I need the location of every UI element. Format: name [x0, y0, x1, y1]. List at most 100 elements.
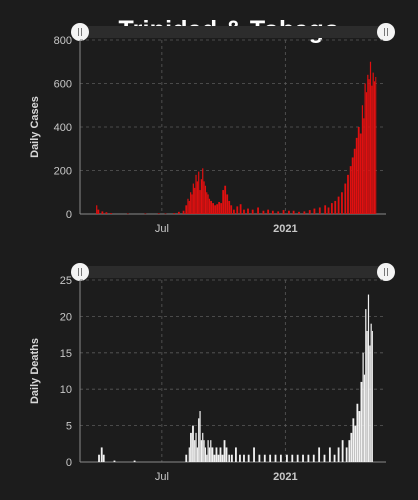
data-bar — [215, 447, 218, 462]
data-bar — [352, 418, 355, 462]
data-bar — [363, 118, 365, 214]
data-bar — [358, 411, 361, 462]
data-bar — [188, 447, 190, 462]
data-bar — [230, 454, 233, 462]
data-bar — [365, 92, 368, 214]
data-bar — [302, 454, 304, 462]
data-bar — [347, 174, 349, 214]
data-bar — [225, 447, 228, 462]
right-resize-handle — [377, 23, 395, 41]
data-bar — [191, 194, 193, 214]
data-bar — [247, 454, 250, 462]
data-bar — [212, 203, 215, 214]
data-bar — [291, 454, 294, 462]
data-bar — [199, 411, 201, 462]
data-bar — [188, 200, 190, 214]
panel-toolbar-strip — [72, 266, 394, 278]
data-bar — [257, 207, 259, 214]
data-bar — [263, 454, 266, 462]
x-tick-label: Jul — [155, 223, 169, 235]
data-bar — [271, 210, 274, 214]
data-bar — [292, 210, 295, 214]
data-bar — [228, 200, 231, 214]
data-bar — [98, 454, 100, 462]
data-bar — [207, 194, 209, 214]
data-bar — [318, 447, 321, 462]
data-bar — [361, 105, 364, 214]
data-bar — [344, 183, 347, 214]
left-resize-handle — [71, 263, 89, 281]
data-bar — [365, 309, 367, 462]
data-bar — [185, 454, 188, 462]
data-bar — [214, 205, 217, 214]
y-tick-label: 0 — [66, 209, 72, 221]
data-bar — [102, 454, 105, 462]
data-bar — [204, 447, 207, 462]
right-resize-handle — [377, 263, 395, 281]
data-bar — [307, 454, 310, 462]
data-bar — [313, 208, 316, 214]
data-bar — [368, 79, 370, 215]
data-bar — [206, 192, 208, 214]
data-bar — [228, 454, 231, 462]
data-bar — [210, 440, 212, 462]
data-bar — [337, 447, 340, 462]
data-bar — [375, 76, 377, 214]
data-bar — [282, 210, 285, 214]
data-bar — [164, 213, 167, 215]
data-bar — [296, 454, 299, 462]
data-bar — [298, 211, 300, 214]
y-axis-label: Daily Cases — [29, 96, 41, 158]
data-bar — [373, 81, 376, 214]
data-bar — [182, 210, 185, 214]
data-bar — [207, 440, 209, 462]
data-bar — [251, 209, 254, 214]
data-bar — [101, 211, 104, 214]
data-bar — [216, 204, 219, 214]
data-bar — [367, 294, 370, 462]
data-bar — [200, 440, 202, 462]
data-bar — [224, 185, 227, 214]
data-bar — [355, 137, 358, 214]
data-bar — [337, 196, 340, 214]
data-bar — [359, 133, 362, 214]
data-bar — [235, 447, 237, 462]
data-bar — [369, 345, 371, 462]
data-bar — [210, 200, 212, 214]
data-bar — [198, 418, 200, 462]
y-tick-label: 5 — [66, 421, 72, 433]
y-axis-label: Daily Deaths — [29, 338, 41, 404]
x-tick-label: 2021 — [273, 471, 297, 483]
data-bar — [367, 74, 369, 214]
data-bar — [323, 454, 326, 462]
data-bar — [211, 447, 214, 462]
data-bar — [341, 440, 344, 462]
data-bar — [222, 190, 225, 214]
data-bar — [360, 381, 363, 462]
data-bar — [206, 454, 208, 462]
data-bar — [199, 190, 201, 214]
data-bar — [274, 454, 277, 462]
data-bar — [351, 157, 354, 214]
y-tick-label: 15 — [60, 348, 72, 360]
data-bar — [345, 447, 348, 462]
data-bar — [341, 192, 343, 214]
y-tick-label: 600 — [54, 79, 72, 91]
data-bar — [208, 447, 211, 462]
data-bar — [327, 207, 330, 214]
data-bar — [372, 72, 374, 214]
data-bar — [353, 148, 356, 214]
data-bar — [192, 183, 194, 214]
x-tick-label: Jul — [155, 471, 169, 483]
data-bar — [203, 181, 205, 214]
data-bar — [100, 447, 103, 462]
data-bar — [226, 194, 229, 214]
daily-deaths-chart: 0 5 10 15 20 25 Jul 2021 Daily Deaths — [29, 263, 395, 483]
data-bar — [371, 85, 373, 214]
data-bar — [243, 454, 245, 462]
data-bar — [190, 432, 192, 462]
data-bar — [195, 174, 197, 214]
data-bar — [208, 198, 211, 214]
data-bar — [223, 440, 226, 462]
data-bar — [219, 447, 222, 462]
